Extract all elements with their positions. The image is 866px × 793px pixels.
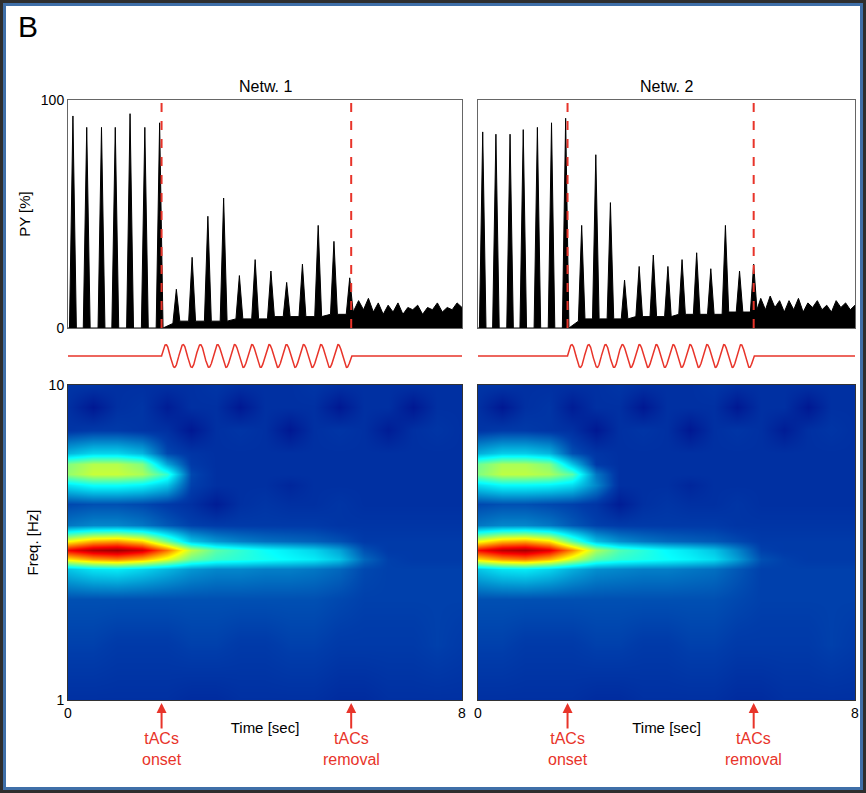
svg-text:tACsremoval: tACsremoval [725, 730, 782, 768]
svg-text:Freq. [Hz]: Freq. [Hz] [24, 510, 41, 576]
svg-text:1: 1 [56, 692, 64, 708]
svg-text:tACsremoval: tACsremoval [323, 730, 380, 768]
svg-text:10: 10 [49, 377, 65, 393]
svg-text:8: 8 [851, 705, 859, 721]
svg-text:Time [sec]: Time [sec] [632, 719, 701, 736]
svg-text:PY [%]: PY [%] [16, 191, 33, 237]
svg-text:Netw. 2: Netw. 2 [640, 78, 693, 95]
svg-text:0: 0 [64, 705, 72, 721]
svg-text:Time [sec]: Time [sec] [231, 719, 300, 736]
svg-text:8: 8 [458, 705, 466, 721]
svg-text:B: B [18, 10, 38, 43]
svg-text:0: 0 [474, 705, 482, 721]
svg-text:100: 100 [41, 92, 65, 108]
svg-text:Netw. 1: Netw. 1 [239, 78, 292, 95]
svg-text:tACsonset: tACsonset [548, 730, 588, 768]
svg-text:tACsonset: tACsonset [142, 730, 182, 768]
svg-text:0: 0 [56, 320, 64, 336]
